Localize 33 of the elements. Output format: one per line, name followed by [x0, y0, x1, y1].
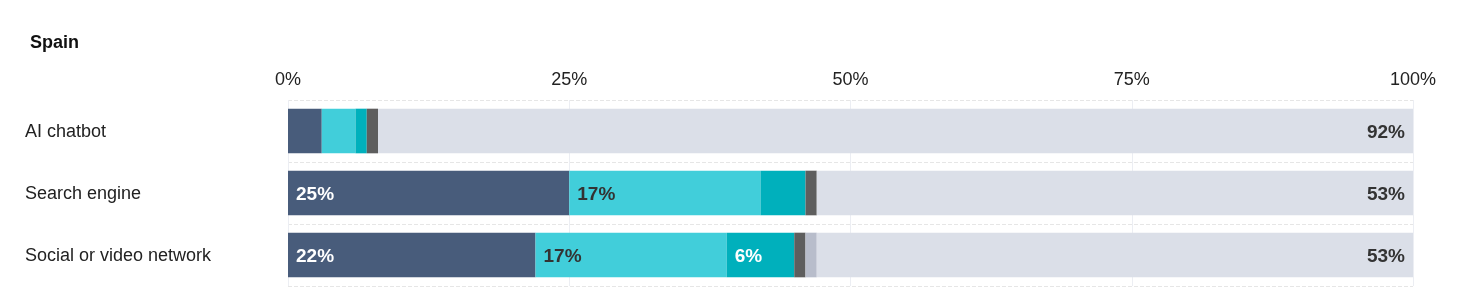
bar: [760, 170, 806, 216]
data-label: 17%: [543, 244, 582, 266]
bar: [794, 232, 806, 278]
bar: [355, 108, 367, 154]
x-tick-label: 0%: [274, 69, 302, 89]
y-tick-label: AI chatbot: [25, 121, 107, 141]
bar: [288, 232, 536, 278]
y-tick-label: Social or video network: [25, 245, 213, 265]
x-tick-label: 25%: [551, 69, 588, 89]
y-tick-label: Search engine: [25, 183, 142, 203]
data-label: 53%: [1366, 182, 1406, 204]
bar: [805, 170, 817, 216]
x-tick-label: 50%: [832, 69, 869, 89]
data-label: 6%: [734, 244, 763, 266]
bar: [816, 232, 1413, 278]
bar: [726, 232, 795, 278]
data-label: 25%: [296, 182, 335, 204]
bar: [535, 232, 727, 278]
bar: [366, 108, 378, 154]
data-label: 92%: [1366, 120, 1406, 142]
bar: [288, 108, 322, 154]
x-tick-label: 75%: [1113, 69, 1150, 89]
data-label: 17%: [577, 182, 616, 204]
bar: [805, 232, 817, 278]
data-label: 53%: [1366, 244, 1406, 266]
x-tick-label: 100%: [1389, 69, 1437, 89]
bar: [378, 108, 1413, 154]
data-label: 22%: [296, 244, 335, 266]
bar: [569, 170, 761, 216]
bar: [321, 108, 356, 154]
bar: [288, 170, 570, 216]
bar: [816, 170, 1413, 216]
text: Spain: [30, 32, 80, 52]
